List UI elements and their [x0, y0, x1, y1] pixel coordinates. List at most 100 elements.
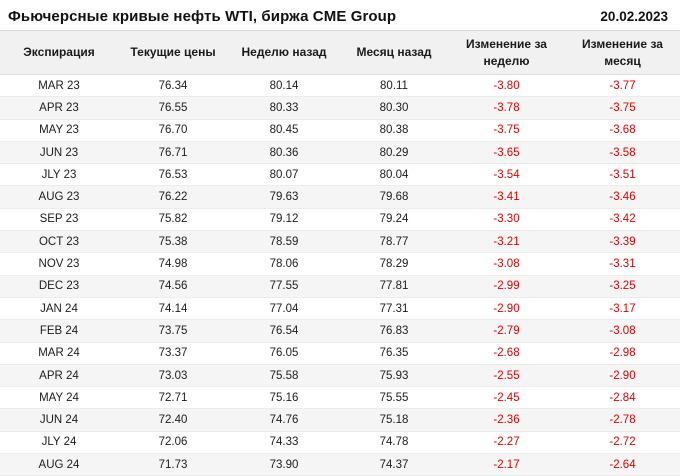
change-cell: -3.30: [448, 208, 565, 232]
price-cell: 80.07: [228, 163, 340, 187]
price-cell: 80.30: [340, 96, 448, 120]
price-cell: 73.37: [118, 342, 228, 365]
price-cell: 75.58: [228, 364, 340, 388]
table-head: Экспирация Текущие цены Неделю назад Месяц …: [0, 30, 680, 75]
expiration-cell: APR 23: [0, 96, 118, 120]
change-cell: -3.75: [565, 96, 680, 120]
change-cell: -3.41: [448, 185, 565, 209]
price-cell: 74.33: [228, 431, 340, 455]
change-cell: -3.25: [565, 275, 680, 298]
change-cell: -2.79: [448, 319, 565, 343]
change-cell: -2.27: [448, 431, 565, 455]
price-cell: 78.06: [228, 252, 340, 276]
page-title: Фьючерсные кривые нефть WTI, биржа CME G…: [8, 7, 397, 25]
price-cell: 80.38: [340, 119, 448, 142]
price-cell: 73.90: [228, 453, 340, 476]
table-row: SEP 23 75.82 79.12 79.24 -3.30 -3.42: [0, 208, 680, 232]
column-header: Изменение за неделю: [448, 30, 565, 75]
report-date: 20.02.2023: [600, 8, 668, 24]
table-row: APR 24 73.03 75.58 75.93 -2.55 -2.90: [0, 364, 680, 388]
expiration-cell: NOV 23: [0, 252, 118, 276]
table-row: JLY 24 72.06 74.33 74.78 -2.27 -2.72: [0, 431, 680, 455]
price-cell: 76.71: [118, 141, 228, 165]
price-cell: 76.70: [118, 119, 228, 142]
price-cell: 76.53: [118, 163, 228, 187]
expiration-cell: JLY 23: [0, 163, 118, 187]
table-header-row: Экспирация Текущие цены Неделю назад Месяц …: [0, 30, 680, 75]
price-cell: 80.04: [340, 163, 448, 187]
table-row: JUN 24 72.40 74.76 75.18 -2.36 -2.78: [0, 408, 680, 432]
change-cell: -2.72: [565, 431, 680, 455]
price-cell: 80.33: [228, 96, 340, 120]
expiration-cell: JUN 23: [0, 141, 118, 165]
change-cell: -3.54: [448, 163, 565, 187]
table-row: DEC 23 74.56 77.55 77.81 -2.99 -3.25: [0, 275, 680, 298]
expiration-cell: AUG 24: [0, 453, 118, 476]
change-cell: -3.39: [565, 230, 680, 254]
price-cell: 80.14: [228, 74, 340, 98]
change-cell: -2.78: [565, 408, 680, 432]
price-cell: 74.76: [228, 408, 340, 432]
expiration-cell: JLY 24: [0, 431, 118, 455]
change-cell: -3.21: [448, 230, 565, 254]
expiration-cell: JAN 24: [0, 297, 118, 321]
price-cell: 75.16: [228, 386, 340, 410]
price-cell: 76.55: [118, 96, 228, 120]
change-cell: -2.68: [448, 342, 565, 365]
change-cell: -3.08: [448, 252, 565, 276]
expiration-cell: MAR 23: [0, 74, 118, 98]
futures-table: Экспирация Текущие цены Неделю назад Месяц …: [0, 30, 680, 476]
expiration-cell: MAY 23: [0, 119, 118, 142]
change-cell: -2.84: [565, 386, 680, 410]
change-cell: -3.58: [565, 141, 680, 165]
change-cell: -2.17: [448, 453, 565, 476]
table-row: FEB 24 73.75 76.54 76.83 -2.79 -3.08: [0, 319, 680, 343]
table-row: AUG 23 76.22 79.63 79.68 -3.41 -3.46: [0, 185, 680, 209]
price-cell: 74.37: [340, 453, 448, 476]
column-header: Текущие цены: [118, 30, 228, 75]
change-cell: -2.64: [565, 453, 680, 476]
change-cell: -3.80: [448, 74, 565, 98]
change-cell: -2.98: [565, 342, 680, 365]
price-cell: 75.55: [340, 386, 448, 410]
change-cell: -2.90: [448, 297, 565, 321]
price-cell: 80.36: [228, 141, 340, 165]
column-header: Изменение за месяц: [565, 30, 680, 75]
change-cell: -3.75: [448, 119, 565, 142]
price-cell: 79.63: [228, 185, 340, 209]
price-cell: 75.18: [340, 408, 448, 432]
expiration-cell: FEB 24: [0, 319, 118, 343]
price-cell: 76.54: [228, 319, 340, 343]
price-cell: 74.98: [118, 252, 228, 276]
change-cell: -3.31: [565, 252, 680, 276]
price-cell: 76.35: [340, 342, 448, 365]
price-cell: 77.55: [228, 275, 340, 298]
price-cell: 78.77: [340, 230, 448, 254]
expiration-cell: SEP 23: [0, 208, 118, 232]
price-cell: 80.11: [340, 74, 448, 98]
change-cell: -2.36: [448, 408, 565, 432]
change-cell: -3.68: [565, 119, 680, 142]
expiration-cell: DEC 23: [0, 275, 118, 298]
price-cell: 74.14: [118, 297, 228, 321]
price-cell: 72.71: [118, 386, 228, 410]
price-cell: 77.81: [340, 275, 448, 298]
table-row: MAR 23 76.34 80.14 80.11 -3.80 -3.77: [0, 74, 680, 98]
expiration-cell: APR 24: [0, 364, 118, 388]
change-cell: -3.46: [565, 185, 680, 209]
table-row: MAY 23 76.70 80.45 80.38 -3.75 -3.68: [0, 119, 680, 142]
table-body: MAR 23 76.34 80.14 80.11 -3.80 -3.77 APR 23 76.…: [0, 74, 680, 476]
expiration-cell: MAY 24: [0, 386, 118, 410]
price-cell: 78.29: [340, 252, 448, 276]
change-cell: -3.65: [448, 141, 565, 165]
price-cell: 77.04: [228, 297, 340, 321]
titlebar: Фьючерсные кривые нефть WTI, биржа CME G…: [0, 0, 680, 30]
price-cell: 73.75: [118, 319, 228, 343]
change-cell: -2.55: [448, 364, 565, 388]
column-header: Неделю назад: [228, 30, 340, 75]
price-cell: 74.78: [340, 431, 448, 455]
table-row: MAY 24 72.71 75.16 75.55 -2.45 -2.84: [0, 386, 680, 410]
price-cell: 74.56: [118, 275, 228, 298]
change-cell: -3.78: [448, 96, 565, 120]
table-row: JUN 23 76.71 80.36 80.29 -3.65 -3.58: [0, 141, 680, 165]
